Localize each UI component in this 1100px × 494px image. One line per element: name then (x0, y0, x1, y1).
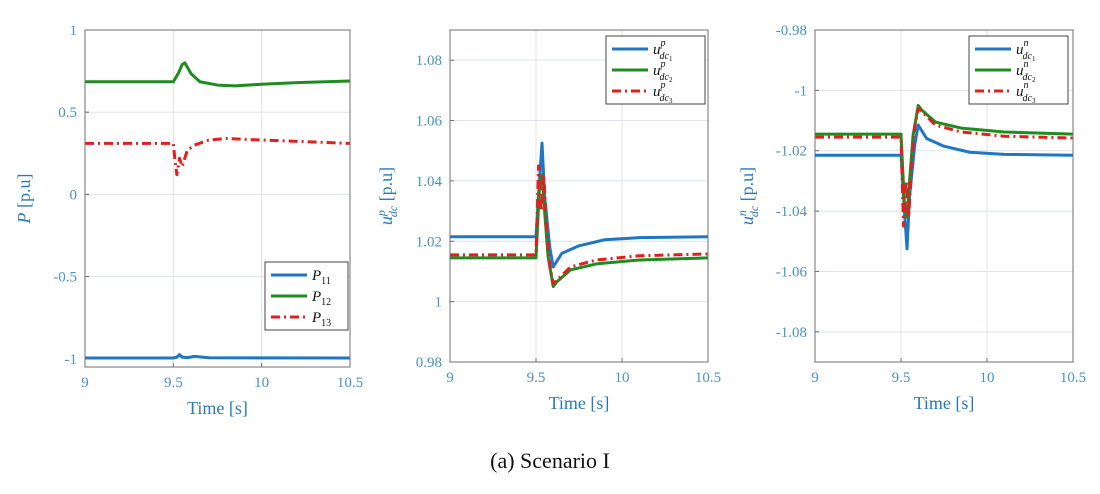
y-tick-label: 1.02 (416, 234, 442, 250)
series-line-P11 (85, 353, 351, 360)
series-line-P12 (85, 61, 351, 88)
y-tick-label: 1.06 (416, 114, 443, 130)
series-line-P13 (85, 137, 351, 177)
y-tick-label: 0.5 (58, 105, 77, 121)
y-tick-label: -1 (65, 352, 78, 368)
y-axis-label: P [p.u] (14, 174, 34, 225)
y-tick-label: -1.08 (776, 325, 807, 341)
legend-label-u_dc1^n: un dc1 (1016, 38, 1036, 63)
legend-label-u_dc2^n: un dc2 (1016, 59, 1036, 84)
x-tick-label: 9 (446, 370, 454, 386)
x-tick-label: 9.5 (164, 375, 183, 391)
legend: P11 P12 P13 (264, 261, 349, 331)
y-tick-label: -1.04 (776, 204, 808, 220)
y-tick-label: -0.5 (53, 270, 77, 286)
x-tick-label: 9.5 (892, 370, 911, 386)
y-tick-label: -1.02 (776, 144, 807, 160)
y-tick-label: 1.04 (416, 174, 443, 190)
series-line-u_dc3^n (815, 106, 1074, 228)
y-tick-label: 0.98 (416, 355, 442, 371)
y-axis-label: undc [p.u] (735, 167, 761, 225)
legend-label-u_dc3^p: up dc3 (653, 80, 673, 105)
y-tick-label: -1 (795, 83, 808, 99)
x-tick-label: 10 (980, 370, 995, 386)
x-tick-label: 10.5 (337, 375, 363, 391)
x-tick-label: 10.5 (695, 370, 721, 386)
x-tick-label: 9 (81, 375, 89, 391)
axes-box (814, 29, 1074, 363)
y-tick-label: 1 (70, 23, 78, 39)
y-tick-label: 1 (435, 295, 443, 311)
chart-panel-positive-pole-voltage: 9 9.5 10 10.5 1.08 1.06 1.04 1.02 1 0.98 Time [s] u… (374, 29, 721, 413)
x-axis-label: Time [s] (549, 393, 610, 413)
y-tick-label: 0 (70, 187, 78, 203)
series-line-u_dc2^p (450, 173, 709, 289)
legend-label-P11: P11 (311, 268, 331, 287)
legend-label-u_dc1^p: up dc1 (653, 38, 673, 63)
x-tick-label: 10.5 (1060, 370, 1086, 386)
axes-box (84, 29, 351, 368)
y-tick-label: -0.98 (776, 23, 807, 39)
legend-label-u_dc3^n: un dc3 (1016, 80, 1036, 105)
series-line-u_dc2^n (815, 103, 1074, 219)
legend-label-u_dc2^p: up dc2 (653, 59, 673, 84)
legend-label-P12: P12 (311, 289, 331, 308)
figure-caption: (a) Scenario I (490, 448, 610, 473)
x-tick-label: 9.5 (527, 370, 546, 386)
legend-label-P13: P13 (311, 310, 331, 329)
x-axis-label: Time [s] (914, 393, 975, 413)
x-tick-label: 10 (254, 375, 269, 391)
axes-box (449, 29, 709, 363)
chart-panel-negative-pole-voltage: 9 9.5 10 10.5 -0.98 -1 -1.02 -1.04 -1.06 -1.08 Tim… (735, 23, 1086, 413)
x-tick-label: 9 (811, 370, 819, 386)
x-tick-label: 10 (615, 370, 630, 386)
series-line-u_dc3^p (450, 164, 709, 286)
x-axis-label: Time [s] (187, 398, 248, 418)
y-tick-label: -1.06 (776, 264, 808, 280)
y-tick-label: 1.08 (416, 53, 442, 69)
y-axis-label: updc [p.u] (374, 167, 400, 225)
